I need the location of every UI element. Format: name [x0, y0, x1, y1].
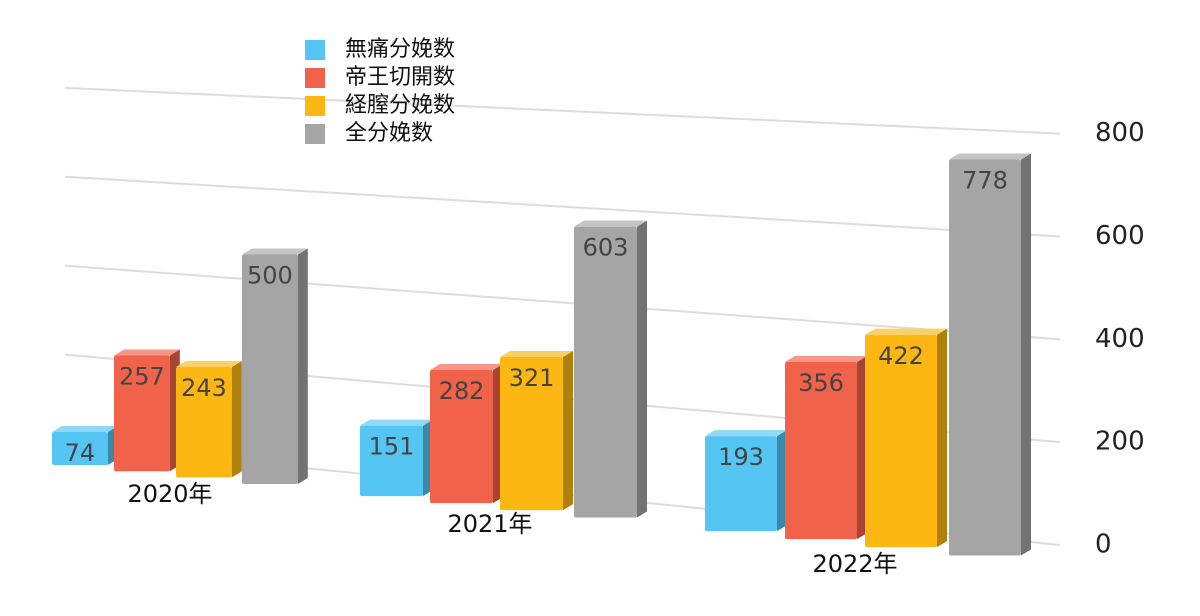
bar-top — [785, 356, 867, 363]
bar-top-shade — [52, 426, 118, 433]
bar-side-shade — [857, 356, 867, 540]
x-tick-label: 2021年 — [447, 510, 532, 538]
bar-side — [857, 356, 867, 540]
bar-top-shade — [430, 363, 503, 370]
bar — [430, 369, 493, 504]
bar-side — [297, 248, 308, 484]
bar — [360, 425, 423, 497]
bar-side — [777, 430, 787, 532]
grid-line — [64, 86, 1061, 135]
bar-side — [937, 328, 947, 548]
bar-group — [574, 220, 647, 518]
bar-top-shade — [360, 419, 433, 426]
value-label: 257 — [119, 363, 165, 391]
value-label: 778 — [962, 167, 1008, 195]
bar-top — [705, 430, 787, 437]
bar — [500, 356, 563, 511]
legend-swatch — [305, 124, 325, 144]
value-label: 282 — [439, 377, 485, 405]
grid-line — [64, 175, 1061, 238]
bar-side-shade — [297, 248, 308, 484]
bar-group — [949, 153, 1031, 556]
bar-top-shade — [865, 328, 947, 335]
bar-top-shade — [242, 248, 308, 255]
bar-top-shade — [574, 220, 647, 227]
bar — [176, 367, 232, 478]
legend-label: 全分娩数 — [345, 121, 433, 146]
bar-top — [114, 349, 180, 356]
y-tick-label: 200 — [1095, 427, 1145, 457]
bar — [52, 432, 108, 465]
value-label: 500 — [247, 262, 293, 290]
value-label: 243 — [181, 374, 227, 402]
bar-side-shade — [563, 350, 573, 511]
bar — [574, 226, 637, 518]
bar — [705, 436, 777, 532]
bar-group — [176, 361, 242, 478]
bar-side-shade — [937, 328, 947, 548]
bar-group — [785, 356, 867, 540]
bar-side — [563, 350, 573, 511]
bar-top — [865, 328, 947, 335]
bar-group — [705, 430, 787, 532]
bar-top-shade — [176, 361, 242, 368]
legend-label: 経膣分娩数 — [345, 93, 455, 118]
bar — [114, 355, 170, 472]
bar-group — [500, 350, 573, 511]
bar-side — [637, 220, 647, 518]
y-tick-label: 800 — [1095, 118, 1145, 148]
bar-top — [176, 361, 242, 368]
bar-side-shade — [1021, 153, 1031, 556]
bar-top-shade — [114, 349, 180, 356]
value-label: 74 — [65, 439, 96, 467]
bar-top — [430, 363, 503, 370]
legend-label: 帝王切開数 — [345, 65, 455, 90]
y-tick-label: 0 — [1095, 530, 1112, 560]
bar-group — [242, 248, 308, 484]
bar-group — [865, 328, 947, 548]
bar — [242, 254, 298, 484]
bar-top — [242, 248, 308, 255]
legend-swatch — [305, 40, 325, 60]
bar-side-shade — [777, 430, 787, 532]
legend-label: 無痛分娩数 — [345, 37, 455, 62]
value-label: 193 — [718, 443, 764, 471]
x-tick-label: 2020年 — [127, 480, 212, 508]
value-label: 321 — [509, 364, 555, 392]
legend-swatch — [305, 68, 325, 88]
y-tick-label: 400 — [1095, 324, 1145, 354]
y-tick-label: 600 — [1095, 221, 1145, 251]
bar — [865, 334, 937, 548]
legend-swatch — [305, 96, 325, 116]
bar — [949, 159, 1021, 556]
bar-top — [360, 419, 433, 426]
x-tick-label: 2022年 — [812, 550, 897, 578]
bar-top-shade — [500, 350, 573, 357]
bar-side-shade — [231, 361, 242, 478]
bar-top — [949, 153, 1031, 160]
bar-top — [574, 220, 647, 227]
value-label: 356 — [798, 369, 844, 397]
bar-top — [500, 350, 573, 357]
bar-side — [1021, 153, 1031, 556]
grid-line — [64, 264, 1061, 341]
bar-top-shade — [785, 356, 867, 363]
value-label: 603 — [583, 234, 629, 262]
bar-side — [231, 361, 242, 478]
bar — [785, 362, 857, 540]
bar-top-shade — [949, 153, 1031, 160]
bar-side-shade — [637, 220, 647, 518]
bar-top — [52, 426, 118, 433]
value-label: 151 — [369, 433, 415, 461]
value-label: 422 — [878, 342, 924, 370]
bar-top-shade — [705, 430, 787, 437]
